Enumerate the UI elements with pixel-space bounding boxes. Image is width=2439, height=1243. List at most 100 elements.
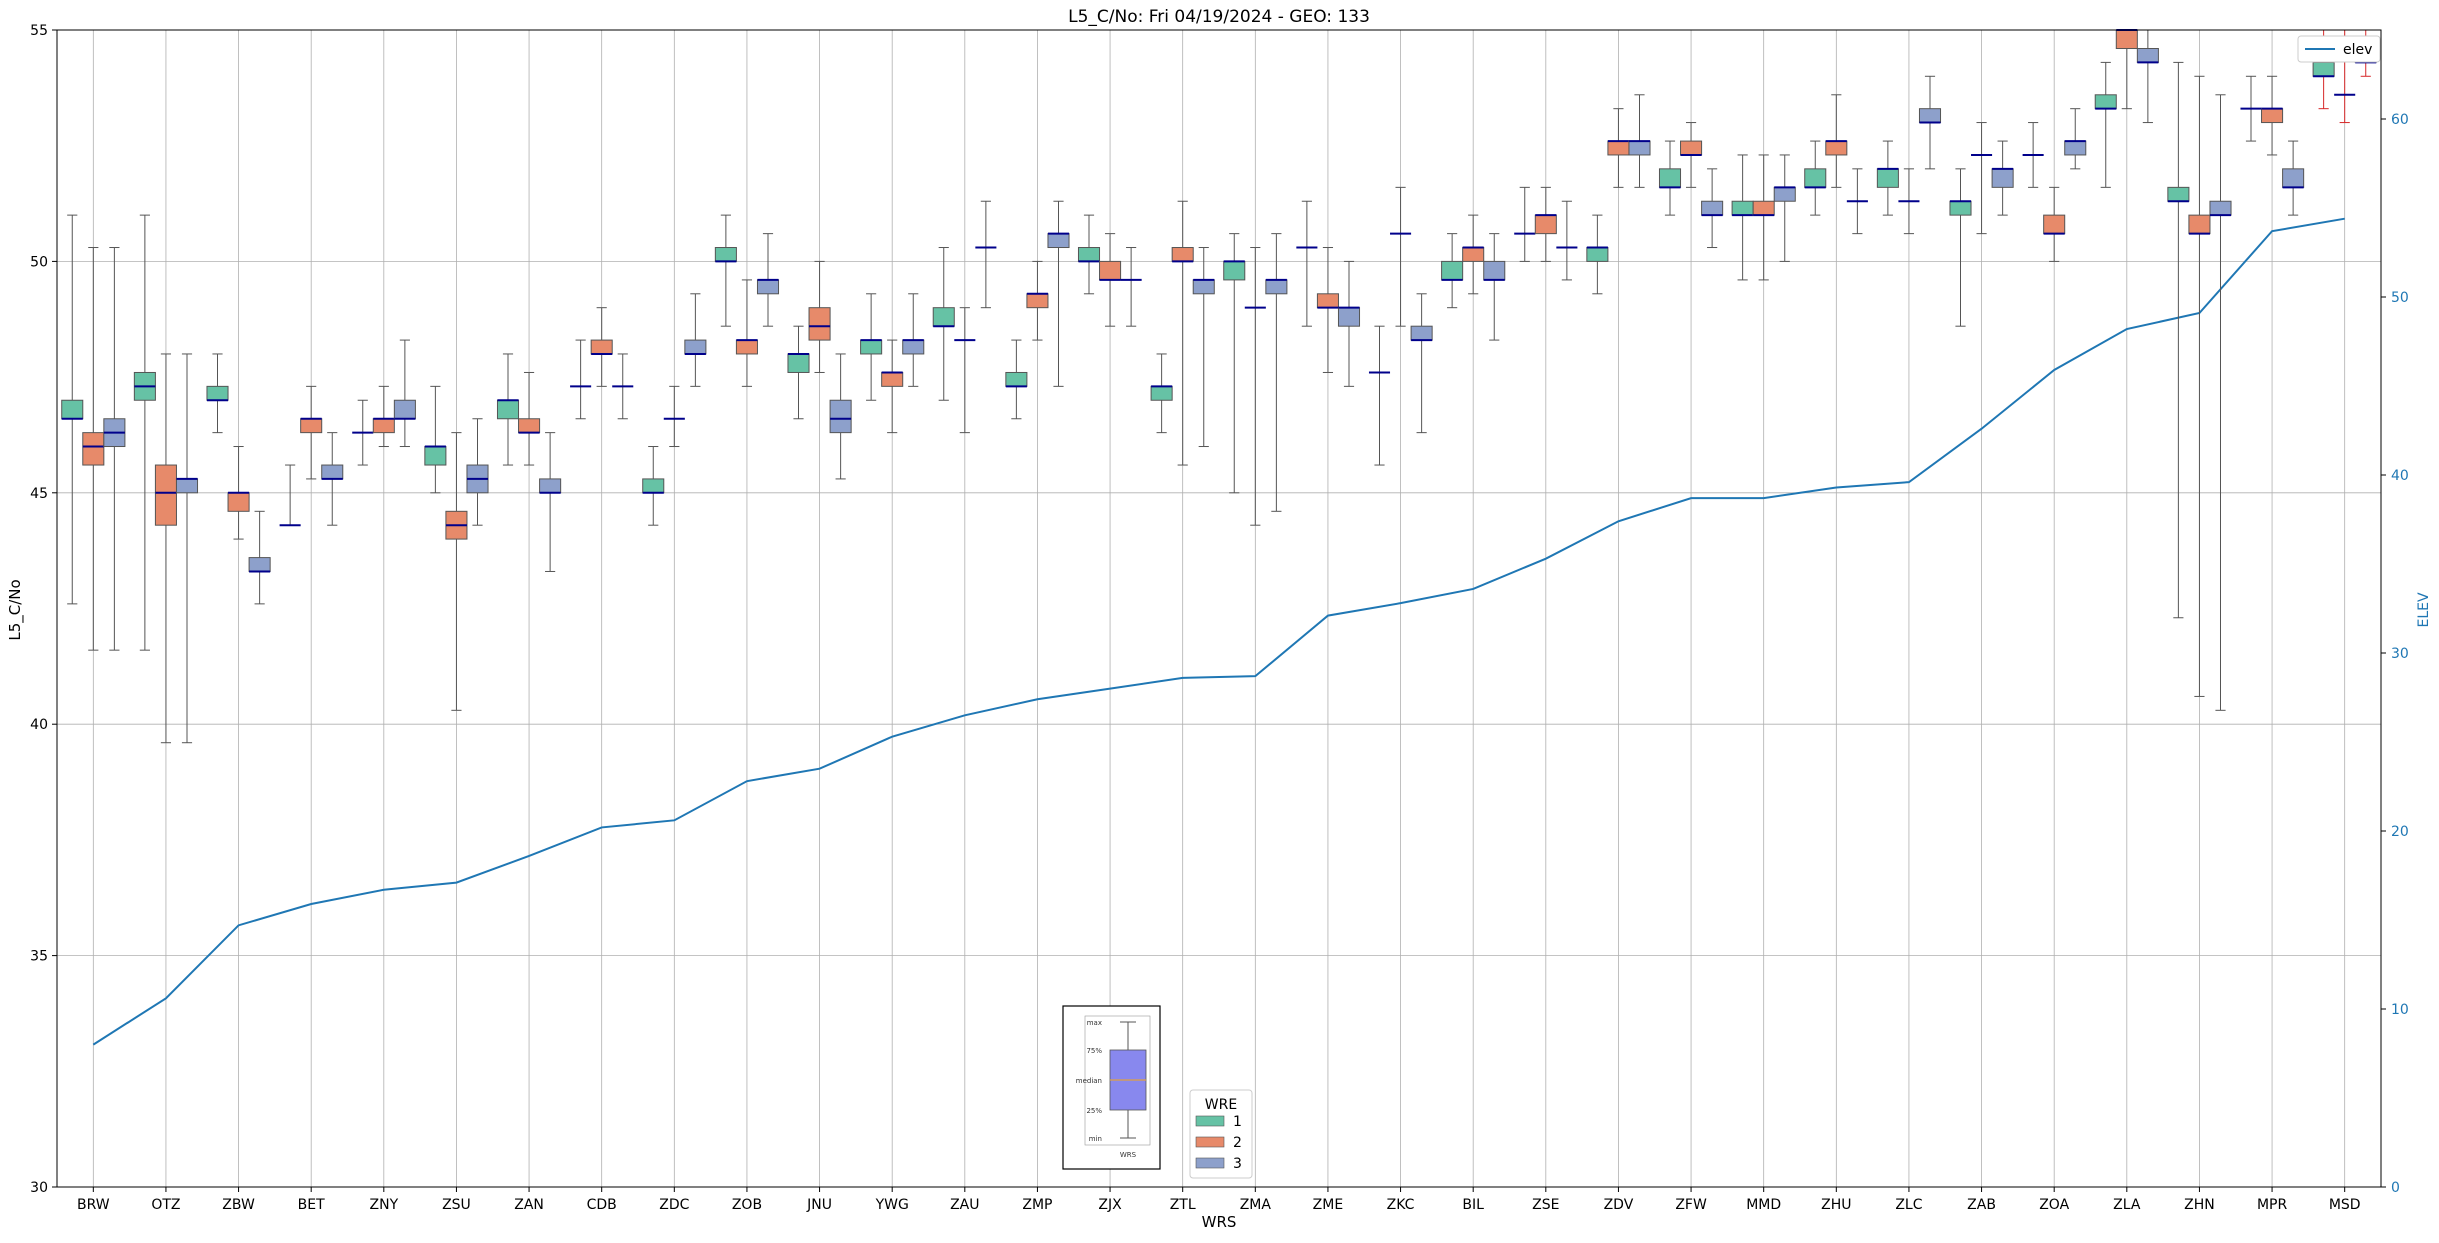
box-iqr	[1005, 371, 1028, 387]
box-plot	[2167, 61, 2190, 619]
box-iqr	[2115, 29, 2138, 50]
box-iqr	[1316, 293, 1339, 309]
legend-label-2: 2	[1233, 1135, 1242, 1151]
box-plot	[1244, 247, 1266, 526]
y2-axis-label: ELEV	[2416, 592, 2432, 627]
y-tick-label: 50	[30, 254, 48, 270]
inset-label-max: max	[1087, 1019, 1102, 1027]
box-plot	[1586, 214, 1609, 295]
x-tick-label: ZOB	[732, 1197, 762, 1213]
x-tick-label: JNU	[806, 1197, 832, 1213]
box-iqr	[932, 307, 955, 327]
box-plot	[352, 399, 374, 466]
x-tick-label: ZLA	[2113, 1197, 2141, 1213]
box-iqr	[1918, 108, 1942, 124]
box-iqr	[1265, 279, 1288, 295]
box-iqr	[684, 339, 707, 355]
wre-legend: WRE 1 2 3	[1189, 1089, 1253, 1179]
box-plot	[663, 385, 685, 448]
legend-swatch-1	[1195, 1115, 1225, 1127]
box-plot	[860, 293, 883, 401]
box-iqr	[2282, 168, 2305, 188]
inset-label-q3: 75%	[1086, 1047, 1102, 1055]
box-iqr	[1628, 140, 1651, 156]
x-tick-label: ZAB	[1967, 1197, 1996, 1213]
elev-legend-label: elev	[2343, 42, 2372, 58]
box-plot	[570, 339, 592, 420]
box-plot	[1628, 94, 1651, 188]
box-plot	[1337, 260, 1361, 387]
box-iqr	[1337, 307, 1361, 327]
box-iqr	[2094, 94, 2117, 110]
box-plot	[103, 247, 126, 651]
x-tick-label: ZMA	[1240, 1197, 1272, 1213]
box-iqr	[642, 478, 665, 494]
box-plot	[1534, 186, 1557, 262]
box-iqr	[1752, 200, 1775, 216]
box-plot	[1804, 140, 1827, 216]
x-tick-label: ZNY	[370, 1197, 399, 1213]
plot-frame	[56, 29, 2382, 1188]
box-iqr	[1658, 168, 1682, 188]
box-plot	[466, 418, 489, 526]
box-iqr	[539, 478, 562, 494]
box-iqr	[1462, 247, 1485, 262]
box-iqr	[1701, 200, 1724, 216]
box-plot	[642, 446, 665, 526]
box-iqr	[1441, 260, 1464, 281]
inset-label-median: median	[1076, 1077, 1102, 1085]
x-tick-label: ZBW	[222, 1197, 255, 1213]
box-plot	[1390, 186, 1412, 327]
box-plot	[1316, 247, 1339, 373]
box-plot	[1701, 168, 1724, 249]
y-tick-label: 55	[30, 23, 48, 39]
box-iqr	[2136, 48, 2159, 63]
box-iqr	[590, 339, 613, 355]
box-plot	[756, 233, 780, 327]
box-plot	[1483, 233, 1506, 341]
wre-legend-title: WRE	[1205, 1097, 1237, 1113]
box-plot	[1410, 293, 1433, 434]
box-plot	[612, 353, 634, 420]
box-plot	[1846, 168, 1868, 235]
y-axis-label: L5_C/No	[6, 579, 25, 640]
x-tick-label: ZDC	[659, 1197, 689, 1213]
box-plot	[1077, 214, 1101, 295]
x-tick-label: ZTL	[1170, 1197, 1196, 1213]
box-plot	[2282, 140, 2305, 216]
box-plot	[1223, 233, 1246, 494]
box-iqr	[1483, 260, 1506, 281]
box-iqr	[2188, 214, 2211, 235]
box-plot	[496, 353, 520, 466]
x-tick-label: YWG	[875, 1197, 909, 1213]
box-plot	[881, 339, 904, 434]
box-plot	[2094, 61, 2117, 188]
box-plot	[829, 353, 852, 480]
box-iqr	[1804, 168, 1827, 188]
box-plot	[2188, 75, 2211, 697]
box-plot	[1192, 247, 1215, 448]
x-tick-label: ZHN	[2184, 1197, 2215, 1213]
x-tick-label: ZJX	[1098, 1197, 1122, 1213]
x-tick-label: ZAU	[950, 1197, 979, 1213]
box-plot	[1150, 353, 1173, 434]
x-tick-label: ZMP	[1022, 1197, 1052, 1213]
box-plot	[1005, 339, 1028, 420]
y2-tick-label: 30	[2391, 646, 2409, 662]
x-axis-label: WRS	[1202, 1213, 1237, 1231]
x-tick-label: ZDV	[1604, 1197, 1634, 1213]
box-plot	[1120, 247, 1142, 327]
box-iqr	[300, 418, 323, 434]
box-iqr	[372, 418, 395, 434]
box-iqr	[321, 464, 344, 480]
box-iqr	[175, 478, 199, 494]
y-tick-label: 40	[30, 717, 48, 733]
box-iqr	[206, 385, 229, 401]
box-iqr	[808, 307, 831, 341]
chart-title: L5_C/No: Fri 04/19/2024 - GEO: 133	[1068, 7, 1370, 27]
box-plot	[1773, 154, 1796, 262]
y-tick-label: 30	[30, 1180, 48, 1196]
inset-label-wrs: WRS	[1120, 1151, 1137, 1159]
box-plot	[1918, 75, 1942, 170]
